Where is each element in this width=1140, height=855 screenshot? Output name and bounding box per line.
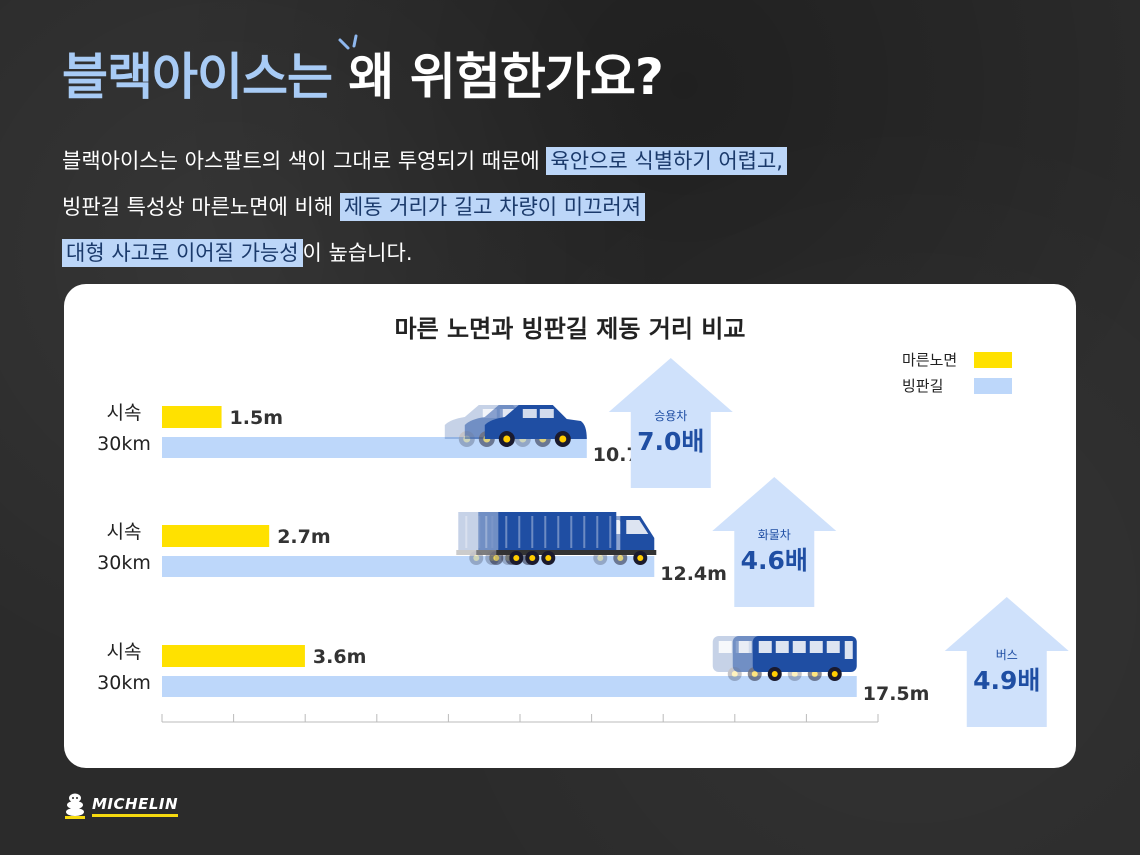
dry-road-bar (162, 525, 270, 547)
ratio-value-label: 4.9배 (973, 666, 1040, 695)
ice-road-bar (162, 556, 655, 577)
ratio-arrow-3: 버스 4.9배 (944, 597, 1069, 727)
ratio-arrow-2: 화물차 4.6배 (712, 477, 837, 607)
intro-line-2-highlight: 제동 거리가 길고 차량이 미끄러져 (339, 193, 646, 221)
vehicle-shape (752, 636, 857, 681)
dry-road-value-label: 1.5m (230, 407, 283, 429)
vehicle-2 (456, 512, 657, 565)
ratio-arrow-shape (944, 597, 1069, 727)
title-rest: 왜 위험한가요? (332, 48, 663, 106)
intro-line-2-text: 빙판길 특성상 마른노면에 비해 (62, 195, 340, 219)
bus-window (775, 641, 789, 653)
bus-hub (731, 671, 738, 677)
bus-window (792, 641, 806, 653)
chart-card: 마른 노면과 빙판길 제동 거리 비교 마른노면 빙판길 시속 30km 1.5m 10.7… (64, 284, 1076, 768)
bus-window (758, 641, 772, 653)
intro-line-3-highlight: 대형 사고로 이어질 가능성 (62, 239, 303, 267)
vehicle-shape (484, 405, 587, 447)
ice-road-value-label: 12.4m (660, 563, 727, 585)
row-speed-unit: 30km (97, 672, 151, 694)
bus-window (718, 641, 732, 653)
chart-title: 마른 노면과 빙판길 제동 거리 비교 (395, 315, 746, 343)
dry-road-value-label: 2.7m (277, 526, 330, 548)
ratio-arrow-shape (608, 358, 733, 488)
ice-road-bar (162, 676, 857, 697)
car-window (539, 409, 554, 418)
bus-window (809, 641, 823, 653)
legend-label: 빙판길 (902, 377, 943, 395)
vehicle-type-label: 화물차 (758, 528, 791, 542)
intro-line-1-text: 블랙아이스는 아스팔트의 색이 그대로 투영되기 때문에 (62, 149, 547, 173)
truck-hub (617, 555, 624, 561)
intro-line-1-highlight: 육안으로 식별하기 어렵고, (546, 147, 787, 175)
braking-distance-chart: 마른 노면과 빙판길 제동 거리 비교마른노면빙판길시속30km1.5m10.7… (97, 315, 1069, 727)
dry-road-bar (162, 406, 222, 428)
bus-window (738, 641, 752, 653)
legend-swatch (974, 352, 1012, 368)
truck-hub (473, 555, 480, 561)
row-speed-unit: 30km (97, 433, 151, 455)
bus-hub (771, 671, 778, 677)
bus-hub (831, 671, 838, 677)
legend-swatch (974, 378, 1012, 394)
bus-windshield (844, 641, 853, 659)
row-speed-label: 시속 (107, 521, 142, 543)
ratio-value-label: 7.0배 (637, 427, 704, 456)
vehicle-shape (496, 512, 657, 565)
intro-text: 블랙아이스는 아스팔트의 색이 그대로 투영되기 때문에 육안으로 식별하기 어… (62, 138, 787, 276)
chart-row-2: 시속 30km 2.7m 12.4m 화물차 4.6배 (97, 477, 837, 607)
truck-hub (637, 555, 644, 561)
sparkle-decoration (338, 34, 358, 50)
row-speed-unit: 30km (97, 552, 151, 574)
vehicle-type-label: 승용차 (654, 409, 687, 423)
page-title: 블랙아이스는 왜 위험한가요? (62, 52, 664, 102)
bus-hub (751, 671, 758, 677)
car-window (522, 409, 537, 418)
chart-row-3: 시속 30km 3.6m 17.5m 버스 4.9배 (97, 597, 1069, 727)
michelin-logo: MICHELIN (62, 792, 179, 820)
truck-hub (513, 555, 520, 561)
intro-line-3: 대형 사고로 이어질 가능성 이 높습니다. (62, 230, 787, 276)
truck-hub (597, 555, 604, 561)
bibendum-icon (65, 793, 85, 819)
car-hub (559, 435, 567, 443)
ratio-arrow-shape (712, 477, 837, 607)
ratio-value-label: 4.6배 (741, 546, 808, 575)
truck-chassis (496, 550, 657, 555)
row-speed-label: 시속 (107, 641, 142, 663)
ice-road-value-label: 17.5m (863, 683, 930, 705)
logo-text: MICHELIN (92, 795, 179, 817)
dry-road-value-label: 3.6m (313, 646, 366, 668)
bus-hub (811, 671, 818, 677)
vehicle-3 (712, 636, 857, 681)
car-body (484, 405, 587, 439)
bus-hub (791, 671, 798, 677)
intro-line-2: 빙판길 특성상 마른노면에 비해 제동 거리가 길고 차량이 미끄러져 (62, 184, 787, 230)
intro-line-3-text: 이 높습니다. (302, 241, 413, 265)
car-hub (503, 435, 511, 443)
legend-label: 마른노면 (902, 351, 957, 369)
truck-window (626, 520, 649, 534)
intro-line-1: 블랙아이스는 아스팔트의 색이 그대로 투영되기 때문에 육안으로 식별하기 어… (62, 138, 787, 184)
vehicle-1 (444, 405, 587, 447)
ratio-arrow-1: 승용차 7.0배 (608, 358, 733, 488)
truck-hub (545, 555, 552, 561)
bus-window (826, 641, 840, 653)
vehicle-type-label: 버스 (996, 648, 1018, 662)
truck-container (498, 512, 617, 552)
dry-road-bar (162, 645, 305, 667)
truck-hub (493, 555, 500, 561)
row-speed-label: 시속 (107, 402, 142, 424)
truck-hub (529, 555, 536, 561)
title-accent: 블랙아이스는 (62, 48, 333, 106)
